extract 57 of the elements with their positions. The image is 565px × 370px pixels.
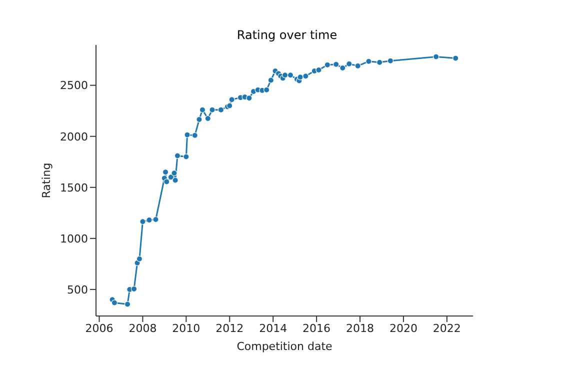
point xyxy=(263,86,270,94)
y-tick-label: 500 xyxy=(67,283,88,296)
point xyxy=(316,66,322,74)
x-axis-title: Competition date xyxy=(236,340,333,353)
point xyxy=(184,132,190,138)
x-tick-label: 2022 xyxy=(432,322,461,335)
point xyxy=(152,216,159,223)
point xyxy=(171,170,178,176)
y-axis-title: Rating xyxy=(40,162,53,198)
point xyxy=(136,256,143,262)
chart-title: Rating over time xyxy=(236,28,338,42)
point xyxy=(366,58,372,64)
point xyxy=(228,96,235,103)
point xyxy=(140,218,146,225)
point xyxy=(246,94,252,102)
point xyxy=(130,286,138,292)
point xyxy=(297,74,304,80)
point xyxy=(354,62,361,70)
x-tick-label: 2018 xyxy=(346,322,374,335)
point xyxy=(111,300,118,306)
point xyxy=(164,178,170,185)
point xyxy=(333,61,340,68)
point xyxy=(432,54,440,60)
point xyxy=(146,216,152,224)
point xyxy=(376,59,383,66)
point xyxy=(282,72,288,78)
point xyxy=(302,73,309,80)
point xyxy=(287,72,294,78)
point xyxy=(340,64,346,72)
point xyxy=(387,58,394,64)
point xyxy=(218,106,224,113)
point xyxy=(174,152,181,159)
point xyxy=(199,106,206,113)
point xyxy=(162,168,169,176)
point xyxy=(346,60,352,67)
x-tick-label: 2016 xyxy=(302,322,331,335)
x-tick-label: 2010 xyxy=(172,322,200,335)
point xyxy=(452,55,459,62)
y-tick-label: 1500 xyxy=(60,181,88,194)
point xyxy=(196,116,202,123)
point xyxy=(192,132,198,138)
point xyxy=(268,77,274,84)
x-tick-label: 2012 xyxy=(216,322,244,335)
x-tick-label: 2020 xyxy=(389,322,418,335)
y-tick-label: 2500 xyxy=(60,79,88,92)
point xyxy=(204,115,212,122)
x-tick-label: 2008 xyxy=(128,322,157,335)
x-tick-label: 2006 xyxy=(85,322,114,335)
point xyxy=(209,106,216,113)
point xyxy=(183,154,190,160)
y-tick-label: 2000 xyxy=(60,130,88,144)
y-tick-label: 1000 xyxy=(60,232,88,246)
point xyxy=(226,102,233,109)
point xyxy=(124,301,131,308)
point xyxy=(324,62,331,68)
point xyxy=(172,177,178,184)
x-tick-label: 2014 xyxy=(259,322,288,335)
